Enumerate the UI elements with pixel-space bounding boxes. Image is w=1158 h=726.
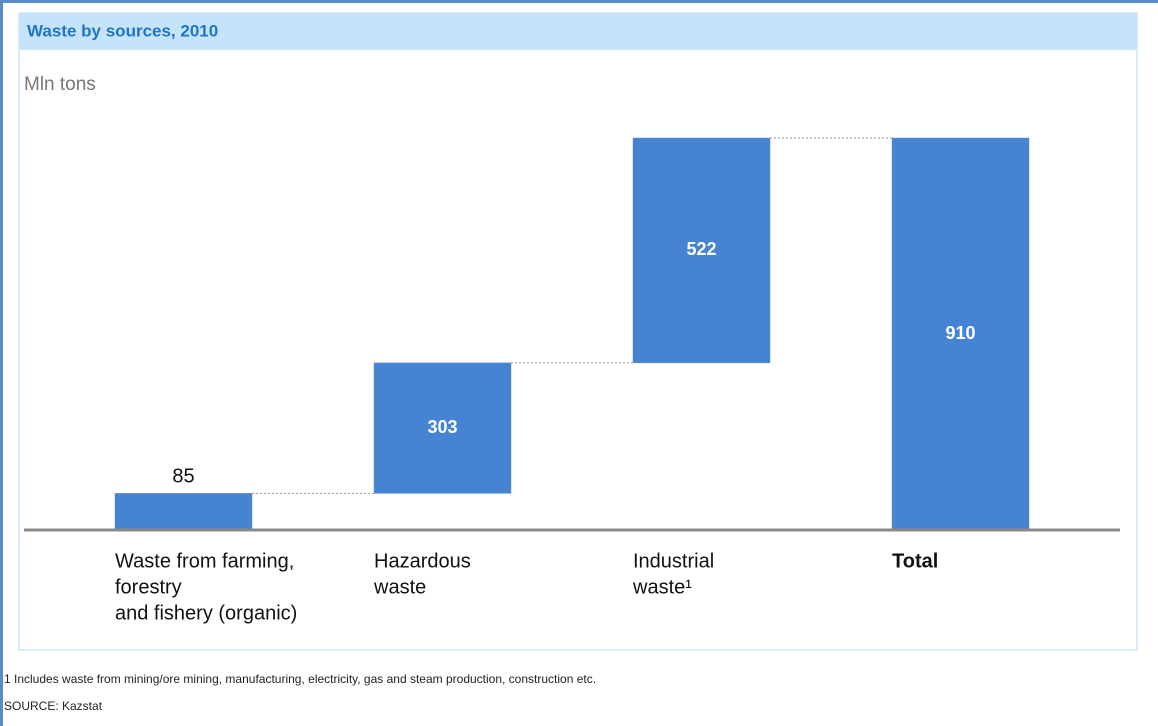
category-label: Waste from farming, <box>115 550 294 572</box>
category-label: waste¹ <box>632 576 692 598</box>
category-label: and fishery (organic) <box>115 602 297 624</box>
chart-title: Waste by sources, 2010 <box>27 21 218 40</box>
value-label: 522 <box>686 239 716 259</box>
category-label: Total <box>892 550 938 572</box>
footnote: 1 Includes waste from mining/ore mining,… <box>4 672 596 686</box>
subtitle: Mln tons <box>24 74 96 95</box>
value-label: 303 <box>427 417 457 437</box>
category-label: waste <box>373 576 426 598</box>
bar <box>114 493 253 531</box>
bar <box>373 362 512 494</box>
category-label: Hazardous <box>374 550 471 572</box>
bar <box>632 137 771 364</box>
source: SOURCE: Kazstat <box>4 699 103 713</box>
value-label: 85 <box>172 466 194 488</box>
category-label: Industrial <box>633 550 714 572</box>
bar <box>891 137 1030 531</box>
category-label: forestry <box>115 576 182 598</box>
panel-header <box>19 13 1137 50</box>
value-label: 910 <box>945 323 975 343</box>
